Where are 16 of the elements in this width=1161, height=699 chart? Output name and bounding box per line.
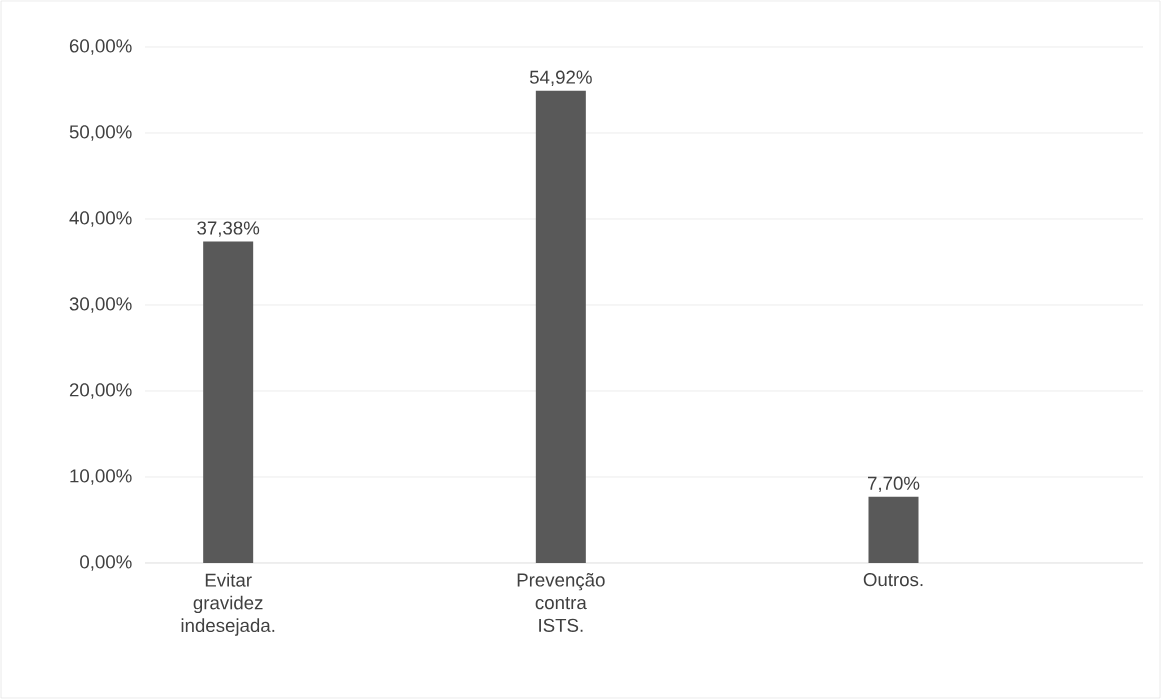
bar bbox=[203, 241, 254, 563]
y-tick-label: 60,00% bbox=[69, 39, 132, 55]
y-tick-label: 10,00% bbox=[70, 469, 132, 485]
x-tick-label: Evitar gravidez indesejada. bbox=[181, 573, 275, 636]
y-tick-label: 20,00% bbox=[69, 383, 132, 399]
x-tick-label: Prevenção contra ISTS. bbox=[517, 573, 605, 632]
x-tick-label: Outros. bbox=[863, 573, 923, 587]
data-label: 37,38% bbox=[197, 221, 260, 237]
bar bbox=[868, 496, 919, 563]
bar bbox=[535, 90, 586, 563]
y-tick-label: 0,00% bbox=[80, 555, 132, 571]
data-label: 7,70% bbox=[868, 476, 920, 493]
y-tick-label: 30,00% bbox=[69, 297, 132, 313]
data-label: 54,92% bbox=[529, 70, 592, 86]
y-tick-label: 40,00% bbox=[69, 211, 132, 227]
y-tick-label: 50,00% bbox=[69, 125, 132, 141]
